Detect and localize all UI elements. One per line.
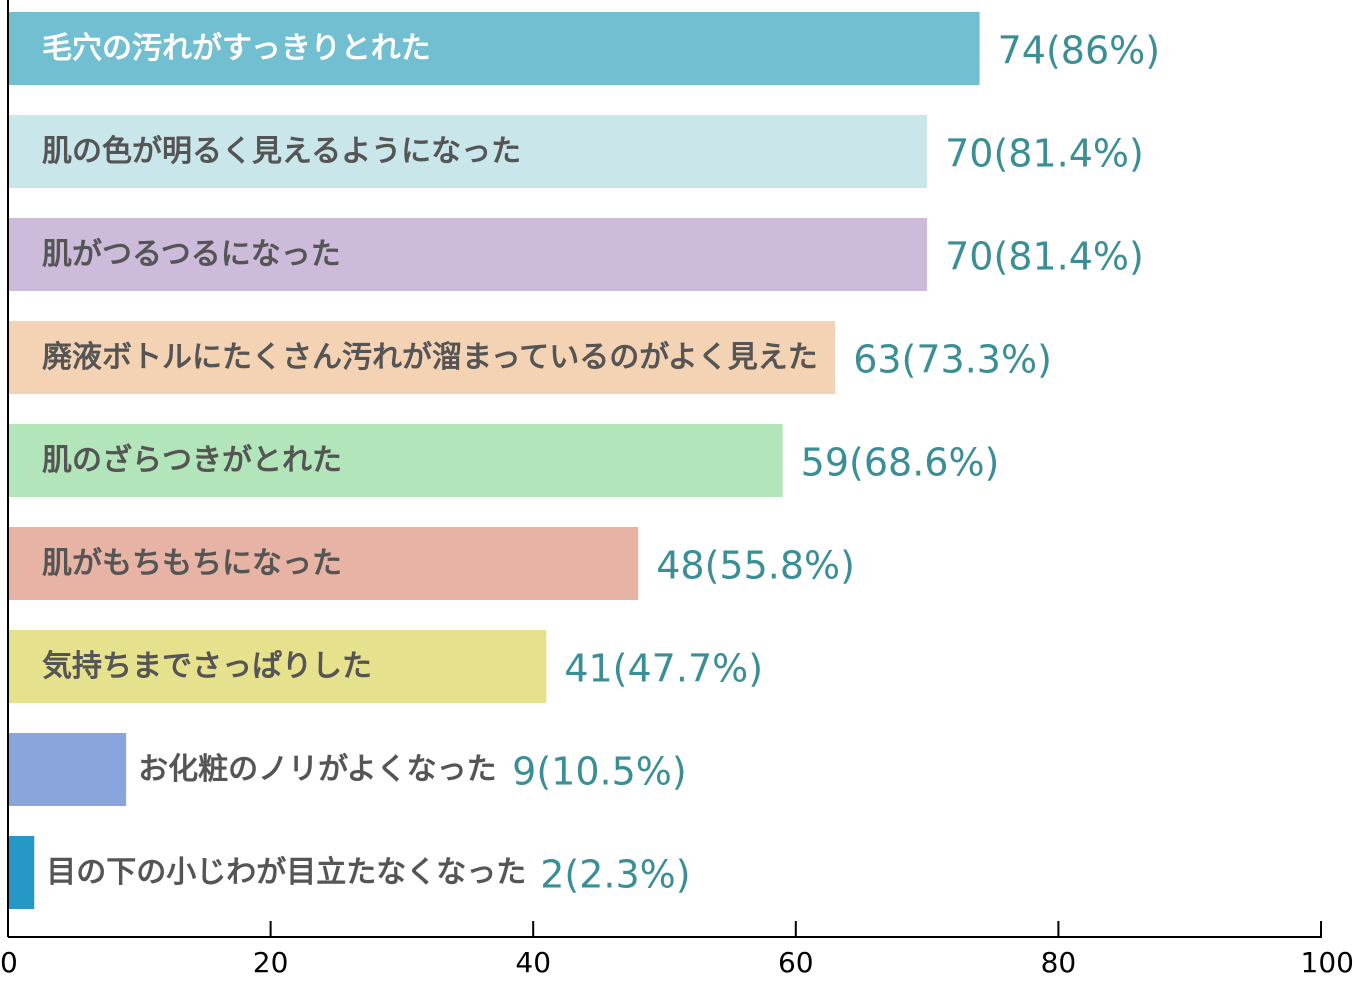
x-tick-label: 80 [1041, 946, 1077, 979]
bar [8, 630, 547, 703]
bar [8, 321, 836, 394]
category-label: 気持ちまでさっぱりした [42, 649, 372, 684]
value-label: 74(86%) [998, 29, 1160, 73]
bar [8, 527, 639, 600]
category-label: お化粧のノリがよくなった [138, 752, 497, 787]
value-label: 41(47.7%) [564, 647, 763, 691]
x-tick-label: 20 [253, 946, 289, 979]
bar [8, 733, 127, 806]
category-label: 肌がつるつるになった [42, 237, 341, 272]
value-label: 70(81.4%) [945, 235, 1144, 279]
category-label: 廃液ボトルにたくさん汚れが溜まっているのがよく見えた [42, 340, 818, 375]
value-label: 59(68.6%) [801, 441, 1000, 485]
x-tick-label: 60 [778, 946, 814, 979]
bar [8, 115, 928, 188]
category-label: 肌のざらつきがとれた [42, 443, 342, 478]
value-label: 2(2.3%) [540, 853, 690, 897]
bar [8, 836, 35, 909]
bar [8, 12, 980, 85]
bars-layer [8, 12, 980, 909]
value-label: 70(81.4%) [945, 132, 1144, 176]
bar [8, 424, 783, 497]
value-label: 63(73.3%) [853, 338, 1052, 382]
bar [8, 218, 928, 291]
category-label: 肌の色が明るく見えるようになった [42, 134, 521, 169]
x-tick-label: 40 [515, 946, 551, 979]
category-label: 肌がもちもちになった [42, 546, 342, 581]
value-label: 9(10.5%) [512, 750, 687, 794]
x-tick-label: 100 [1301, 946, 1354, 979]
category-label: 目の下の小じわが目立たなくなった [46, 855, 526, 890]
category-label: 毛穴の汚れがすっきりとれた [42, 31, 431, 66]
x-tick-label: 0 [0, 946, 18, 979]
labels-layer: 毛穴の汚れがすっきりとれた 74(86%) 肌の色が明るく見えるようになった 70(8… [42, 29, 1160, 897]
value-label: 48(55.8%) [656, 544, 855, 588]
